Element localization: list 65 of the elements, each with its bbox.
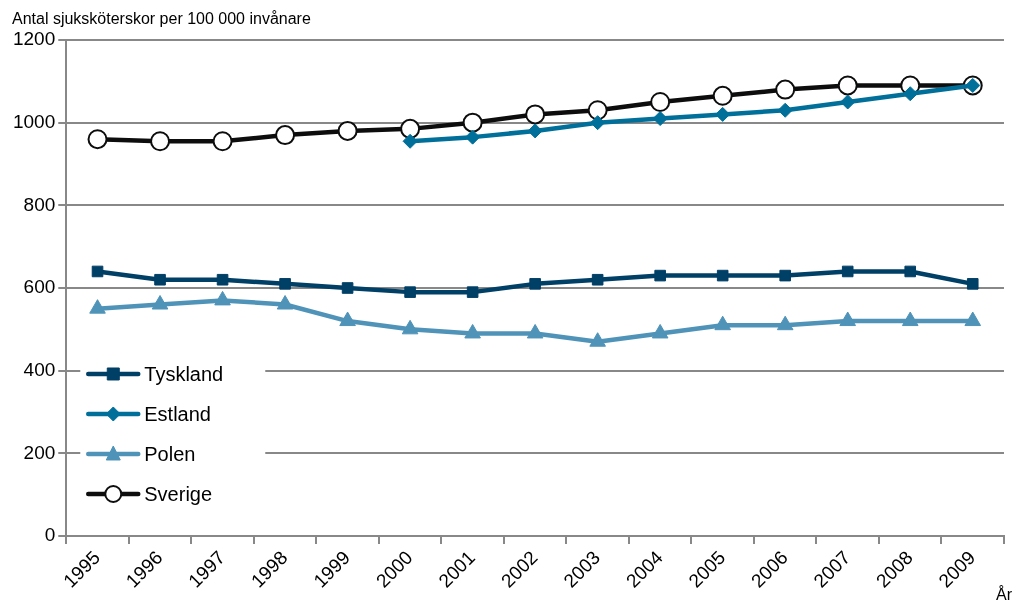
point [216,273,229,286]
point [840,94,856,110]
point [276,295,294,310]
point [466,286,479,298]
point [779,269,791,282]
point [151,295,169,310]
point [587,100,608,121]
point [652,111,668,127]
point [901,311,919,327]
point [279,278,291,290]
point [401,319,419,335]
point [777,102,793,118]
y-tick-label: 600 [23,276,56,298]
point [650,92,671,112]
point [712,85,733,106]
point [214,290,231,306]
point [966,278,979,290]
y-tick-label: 200 [23,441,56,463]
point [462,112,483,133]
y-tick-label: 1200 [12,28,56,50]
point [404,286,416,298]
point [651,323,669,339]
y-tick-label: 0 [44,524,56,546]
point [904,265,917,278]
x-axis-title: År [996,585,1013,603]
point [89,299,106,314]
point [590,115,606,131]
legend-label: Tyskland [144,362,224,385]
y-tick-label: 1000 [12,110,56,132]
legend-label: Sverige [144,482,213,505]
point [589,332,606,347]
point [341,282,354,294]
point [715,106,731,122]
point [837,75,858,96]
point [776,315,794,331]
legend-label: Estland [144,402,211,425]
point [212,131,233,152]
point [775,79,796,100]
point [339,311,356,327]
point [527,123,543,139]
point [529,278,541,290]
point [525,104,546,125]
point [154,273,166,286]
point [275,125,296,146]
point [839,311,857,327]
point [714,315,731,331]
point [964,311,982,327]
point [841,265,854,278]
legend-label: Polen [144,442,196,465]
point [654,269,666,282]
point [400,118,421,139]
point [150,131,171,152]
point [716,269,729,282]
point [464,323,481,339]
y-tick-label: 400 [23,358,56,380]
point [87,129,108,150]
point [465,129,481,145]
point [526,323,544,339]
point [91,265,104,278]
point [902,86,918,102]
point [337,120,358,141]
y-tick-label: 800 [23,193,56,215]
point [591,273,604,286]
y-axis-title: Antal sjuksköterskor per 100 000 invånare [12,10,311,27]
point [402,133,418,149]
